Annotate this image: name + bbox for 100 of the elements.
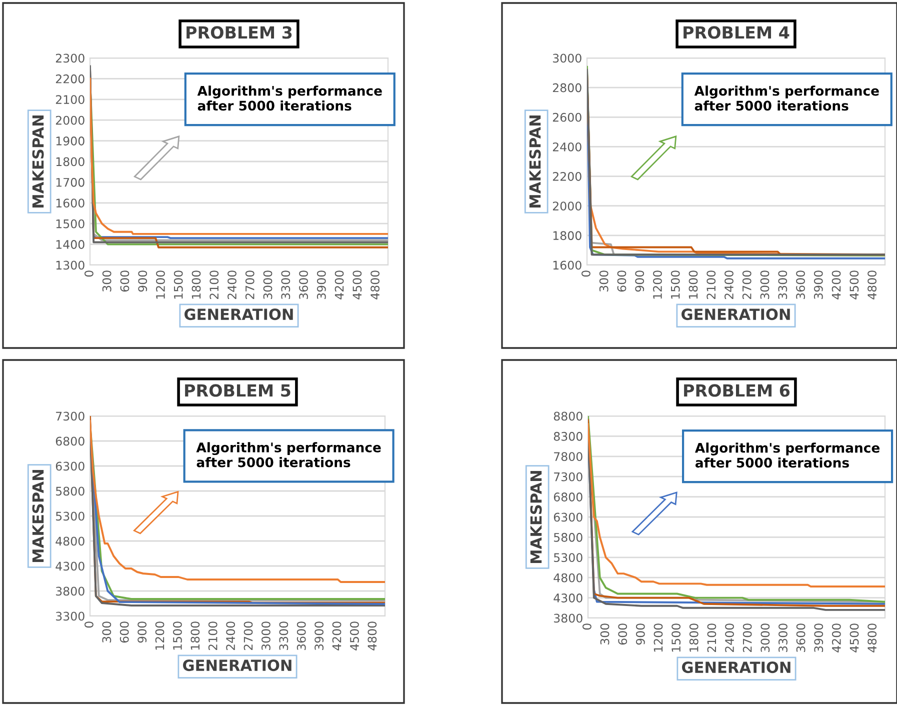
y-axis-title: MAKESPAN (530, 471, 542, 563)
x-tick-label: 3000 (760, 270, 770, 300)
x-tick-label: 3300 (778, 270, 788, 300)
x-tick-label: 900 (635, 270, 644, 292)
x-tick-label: 300 (102, 622, 112, 642)
y-tick-label: 3300 (56, 612, 84, 621)
y-tick-label: 4300 (56, 562, 84, 571)
x-tick-label: 1800 (688, 270, 698, 299)
y-tick-label: 7800 (554, 452, 582, 462)
y-axis-title: MAKESPAN (32, 470, 44, 562)
x-tick-label: 4800 (868, 270, 877, 300)
x-tick-label: 3300 (778, 624, 788, 652)
annotation: Algorithm's performance after 5000 iterations (694, 86, 879, 111)
x-tick-label: 600 (618, 624, 628, 645)
y-tick-label: 5800 (554, 532, 582, 542)
y-tick-label: 2200 (56, 74, 84, 84)
x-tick-label: 900 (138, 622, 147, 643)
y-tick-label: 3000 (552, 54, 582, 63)
x-tick-label: 1800 (689, 624, 698, 652)
x-tick-label: 1800 (190, 622, 200, 650)
x-tick-label: 2400 (226, 622, 236, 650)
y-tick-label: 5800 (56, 486, 84, 496)
x-tick-label: 4200 (334, 270, 344, 300)
y-tick-label: 7300 (56, 412, 84, 421)
x-axis-title: GENERATION (682, 662, 790, 674)
chart-title: PROBLEM 5 (185, 384, 290, 397)
y-tick-label: 4800 (554, 573, 582, 582)
x-tick-label: 3300 (281, 270, 290, 300)
y-tick-label: 8300 (554, 432, 582, 441)
x-tick-label: 2700 (742, 624, 752, 652)
annotation: Algorithm's performance after 5000 iterations (196, 442, 381, 468)
x-axis-title: GENERATION (184, 308, 293, 320)
x-tick-label: 1200 (156, 270, 165, 299)
x-tick-label: 1500 (672, 624, 681, 652)
y-tick-label: 6300 (554, 512, 582, 522)
x-tick-label: 1500 (174, 270, 183, 299)
y-tick-label: 2100 (56, 95, 84, 104)
x-tick-label: 1500 (670, 270, 680, 299)
x-tick-label: 3300 (279, 622, 288, 650)
x-tick-label: 2700 (742, 270, 752, 300)
y-tick-label: 1900 (56, 136, 84, 146)
y-tick-label: 4800 (56, 536, 84, 546)
y-tick-label: 8800 (554, 412, 582, 421)
chart-title: PROBLEM 4 (684, 26, 790, 39)
x-tick-label: 300 (600, 624, 610, 644)
x-tick-label: 4500 (350, 622, 359, 650)
x-tick-label: 3900 (316, 270, 326, 300)
x-tick-label: 4800 (368, 622, 377, 650)
y-tick-label: 1600 (553, 260, 582, 270)
y-tick-label: 1600 (56, 198, 84, 208)
x-tick-label: 0 (84, 270, 94, 277)
x-tick-label: 2400 (724, 270, 734, 300)
x-tick-label: 4500 (850, 624, 859, 652)
x-tick-label: 3900 (314, 622, 324, 650)
y-tick-label: 1400 (56, 240, 84, 249)
y-tick-label: 4300 (554, 594, 582, 602)
chart-title: PROBLEM 3 (186, 26, 292, 39)
chart-title: PROBLEM 6 (684, 384, 790, 397)
y-tick-label: 6300 (56, 462, 84, 471)
y-tick-label: 1700 (56, 178, 84, 187)
x-tick-label: 3000 (263, 270, 272, 300)
x-tick-label: 3600 (796, 624, 806, 652)
x-tick-label: 300 (102, 270, 112, 292)
y-tick-label: 5300 (554, 553, 582, 562)
x-tick-label: 600 (120, 270, 130, 292)
y-tick-label: 1800 (553, 231, 582, 240)
x-tick-label: 1800 (192, 270, 201, 299)
x-tick-label: 3900 (814, 624, 824, 652)
x-tick-label: 1500 (172, 622, 182, 650)
x-tick-label: 0 (582, 624, 592, 630)
y-tick-label: 1300 (56, 260, 84, 270)
x-tick-label: 2100 (707, 624, 716, 652)
x-tick-label: 4500 (850, 270, 859, 300)
x-tick-label: 4800 (370, 270, 380, 300)
x-tick-label: 4500 (352, 270, 362, 300)
x-tick-label: 2400 (228, 270, 236, 300)
y-tick-label: 2000 (56, 116, 84, 125)
y-tick-label: 6800 (56, 436, 84, 446)
x-axis-title: GENERATION (183, 660, 292, 672)
x-tick-label: 3600 (299, 270, 308, 300)
x-axis-title: GENERATION (682, 308, 790, 320)
x-tick-label: 3000 (261, 622, 270, 650)
y-tick-label: 1500 (56, 219, 84, 228)
x-tick-label: 600 (617, 270, 626, 292)
y-axis-title: MAKESPAN (529, 116, 541, 208)
x-tick-label: 3000 (760, 624, 770, 652)
x-tick-label: 0 (581, 270, 590, 277)
y-axis-title: MAKESPAN (32, 116, 44, 208)
y-tick-label: 3800 (554, 614, 582, 623)
y-tick-label: 5300 (56, 512, 84, 521)
x-tick-label: 4200 (332, 622, 342, 650)
x-tick-label: 900 (138, 270, 148, 292)
x-tick-label: 2400 (725, 624, 734, 652)
x-tick-label: 2100 (706, 270, 716, 300)
y-tick-label: 2600 (552, 112, 582, 122)
x-tick-label: 4200 (832, 270, 841, 300)
x-tick-label: 2100 (208, 622, 218, 650)
x-tick-label: 2700 (245, 270, 254, 300)
x-tick-label: 4800 (868, 624, 877, 652)
x-tick-label: 1200 (155, 622, 164, 650)
